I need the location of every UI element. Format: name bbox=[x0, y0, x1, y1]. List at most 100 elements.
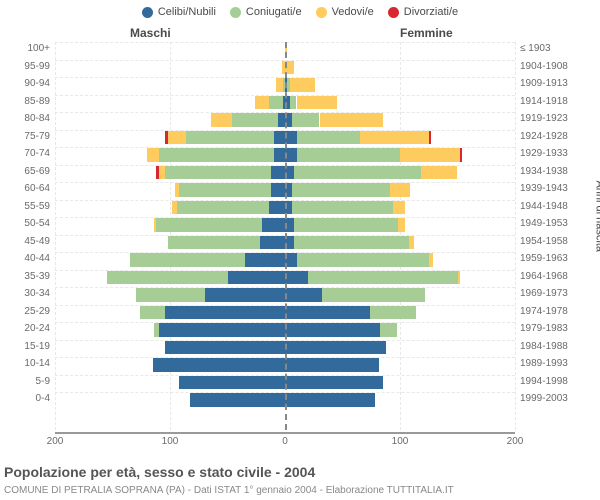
legend-item: Celibi/Nubili bbox=[142, 6, 216, 18]
bar-male-ved bbox=[211, 113, 232, 127]
bar-male-cel bbox=[278, 113, 285, 127]
birth-year-label: 1919-1923 bbox=[520, 112, 598, 130]
bar-male-cel bbox=[190, 393, 285, 407]
center-axis-line bbox=[285, 42, 287, 430]
bar-male-cel bbox=[274, 131, 286, 145]
bar-female-cel bbox=[285, 271, 308, 285]
chart-area bbox=[55, 42, 515, 430]
bar-female-con bbox=[294, 236, 409, 250]
x-tick: 100 bbox=[392, 436, 409, 447]
bar-female-ved bbox=[409, 236, 414, 250]
birth-year-label: 1924-1928 bbox=[520, 130, 598, 148]
birth-year-label: 1934-1938 bbox=[520, 165, 598, 183]
x-tick: 0 bbox=[282, 436, 288, 447]
age-label: 20-24 bbox=[2, 322, 50, 340]
bar-male-con bbox=[179, 183, 271, 197]
age-label: 100+ bbox=[2, 42, 50, 60]
bar-male-ved bbox=[147, 148, 159, 162]
bar-female-con bbox=[292, 113, 320, 127]
age-label: 50-54 bbox=[2, 217, 50, 235]
legend-swatch bbox=[142, 7, 153, 18]
age-label: 30-34 bbox=[2, 287, 50, 305]
age-label: 40-44 bbox=[2, 252, 50, 270]
age-label: 5-9 bbox=[2, 375, 50, 393]
bar-male-ved bbox=[168, 131, 186, 145]
bar-female-con bbox=[297, 253, 429, 267]
birth-year-label: 1999-2003 bbox=[520, 392, 598, 410]
birth-year-label: 1954-1958 bbox=[520, 235, 598, 253]
chart-title: Popolazione per età, sesso e stato civil… bbox=[4, 464, 596, 480]
bar-male-con bbox=[107, 271, 228, 285]
bar-male-cel bbox=[153, 358, 285, 372]
bar-male-con bbox=[130, 253, 245, 267]
birth-year-label: 1944-1948 bbox=[520, 200, 598, 218]
bar-male-ved bbox=[175, 183, 180, 197]
bar-male-ved bbox=[255, 96, 269, 110]
bar-female-con bbox=[292, 183, 390, 197]
birth-year-label: 1949-1953 bbox=[520, 217, 598, 235]
birth-year-label: 1984-1988 bbox=[520, 340, 598, 358]
x-gridline bbox=[515, 42, 516, 430]
bar-female-ved bbox=[360, 131, 429, 145]
bar-female-div bbox=[460, 148, 462, 162]
bar-male-cel bbox=[165, 341, 285, 355]
birth-year-label: 1959-1963 bbox=[520, 252, 598, 270]
legend: Celibi/NubiliConiugati/eVedovi/eDivorzia… bbox=[0, 0, 600, 20]
birth-year-label: 1989-1993 bbox=[520, 357, 598, 375]
bar-female-cel bbox=[285, 393, 375, 407]
birth-year-label: 1994-1998 bbox=[520, 375, 598, 393]
legend-label: Coniugati/e bbox=[246, 6, 302, 18]
bar-female-cel bbox=[285, 358, 379, 372]
bar-female-ved bbox=[400, 148, 460, 162]
age-label: 0-4 bbox=[2, 392, 50, 410]
bar-female-con bbox=[290, 96, 297, 110]
bar-female-cel bbox=[285, 306, 370, 320]
bar-female-cel bbox=[285, 323, 380, 337]
bar-male-con bbox=[186, 131, 273, 145]
age-label: 90-94 bbox=[2, 77, 50, 95]
bar-female-cel bbox=[285, 341, 386, 355]
bar-male-con bbox=[165, 166, 271, 180]
bar-male-cel bbox=[269, 201, 285, 215]
bar-male-ved bbox=[172, 201, 177, 215]
bar-female-ved bbox=[290, 78, 315, 92]
chart-subtitle: COMUNE DI PETRALIA SOPRANA (PA) - Dati I… bbox=[4, 485, 596, 496]
bar-male-cel bbox=[165, 306, 285, 320]
birth-year-label: 1979-1983 bbox=[520, 322, 598, 340]
birth-year-label: 1904-1908 bbox=[520, 60, 598, 78]
bar-male-con bbox=[177, 201, 269, 215]
age-label: 80-84 bbox=[2, 112, 50, 130]
age-label: 65-69 bbox=[2, 165, 50, 183]
x-tick: 200 bbox=[507, 436, 524, 447]
bar-female-ved bbox=[393, 201, 405, 215]
bar-male-cel bbox=[271, 183, 285, 197]
bar-female-con bbox=[322, 288, 426, 302]
bar-male-con bbox=[168, 236, 260, 250]
bar-male-cel bbox=[205, 288, 286, 302]
bar-male-cel bbox=[179, 376, 285, 390]
bar-female-con bbox=[380, 323, 396, 337]
bar-male-ved bbox=[154, 218, 156, 232]
pyramid-chart: Celibi/NubiliConiugati/eVedovi/eDivorzia… bbox=[0, 0, 600, 500]
birth-year-label: 1964-1968 bbox=[520, 270, 598, 288]
age-label: 75-79 bbox=[2, 130, 50, 148]
age-label: 70-74 bbox=[2, 147, 50, 165]
bar-male-cel bbox=[228, 271, 286, 285]
bar-male-div bbox=[165, 131, 167, 145]
legend-label: Celibi/Nubili bbox=[158, 6, 216, 18]
bar-male-con bbox=[269, 96, 283, 110]
birth-year-label: 1969-1973 bbox=[520, 287, 598, 305]
bar-female-con bbox=[292, 201, 393, 215]
age-label: 55-59 bbox=[2, 200, 50, 218]
age-label: 35-39 bbox=[2, 270, 50, 288]
age-label: 10-14 bbox=[2, 357, 50, 375]
age-label: 25-29 bbox=[2, 305, 50, 323]
bar-male-cel bbox=[159, 323, 286, 337]
bar-female-ved bbox=[320, 113, 383, 127]
bar-male-cel bbox=[271, 166, 285, 180]
bar-female-ved bbox=[297, 96, 337, 110]
birth-year-label: 1929-1933 bbox=[520, 147, 598, 165]
bar-female-con bbox=[294, 218, 398, 232]
age-label: 15-19 bbox=[2, 340, 50, 358]
legend-item: Divorziati/e bbox=[388, 6, 458, 18]
